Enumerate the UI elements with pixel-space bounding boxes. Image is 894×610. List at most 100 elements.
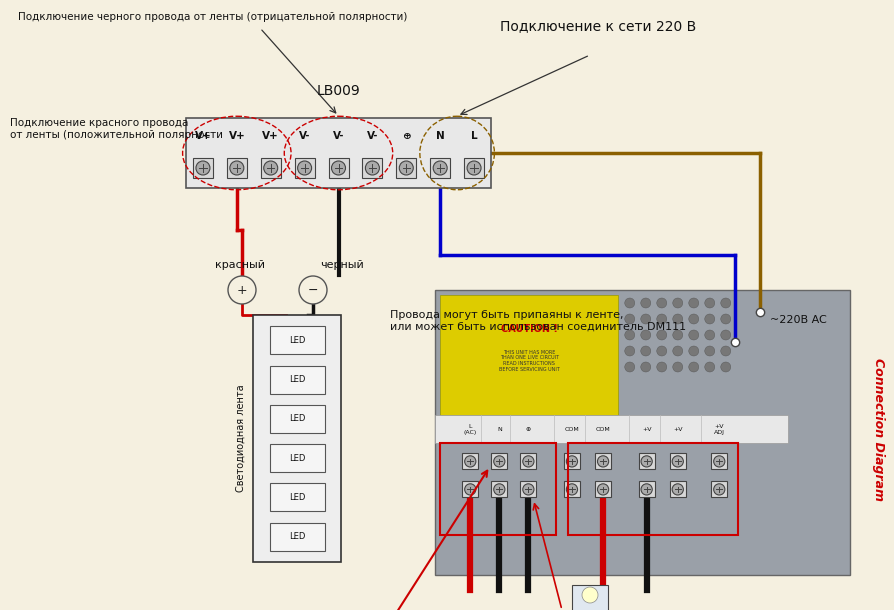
Bar bbox=[712, 453, 728, 470]
Text: ⊕: ⊕ bbox=[526, 427, 531, 432]
Bar bbox=[435, 415, 788, 443]
Text: Подключение красного провода
от ленты (положительной полярности: Подключение красного провода от ленты (п… bbox=[10, 118, 223, 140]
Circle shape bbox=[721, 314, 730, 324]
Text: Подключение к сети 220 В: Подключение к сети 220 В bbox=[500, 19, 696, 33]
Bar bbox=[295, 158, 315, 178]
Text: V+: V+ bbox=[262, 131, 279, 141]
Circle shape bbox=[688, 346, 699, 356]
Circle shape bbox=[625, 346, 635, 356]
Circle shape bbox=[625, 314, 635, 324]
Text: LED: LED bbox=[289, 454, 305, 462]
Bar bbox=[362, 158, 383, 178]
Circle shape bbox=[434, 161, 447, 175]
Circle shape bbox=[688, 330, 699, 340]
Bar bbox=[440, 443, 556, 534]
Circle shape bbox=[704, 298, 714, 308]
Text: V-: V- bbox=[367, 131, 378, 141]
Circle shape bbox=[641, 362, 651, 372]
Bar bbox=[670, 453, 686, 470]
Circle shape bbox=[688, 314, 699, 324]
Circle shape bbox=[673, 298, 683, 308]
Text: +: + bbox=[237, 284, 248, 296]
Bar bbox=[568, 443, 738, 534]
Circle shape bbox=[597, 484, 609, 495]
Text: ⊕: ⊕ bbox=[402, 131, 410, 141]
Text: черный: черный bbox=[320, 260, 364, 270]
Circle shape bbox=[582, 587, 598, 603]
Circle shape bbox=[597, 456, 609, 467]
Text: V-: V- bbox=[333, 131, 344, 141]
Circle shape bbox=[704, 314, 714, 324]
Text: COM: COM bbox=[595, 427, 611, 432]
Circle shape bbox=[230, 161, 244, 175]
Circle shape bbox=[567, 484, 578, 495]
Text: −: − bbox=[308, 284, 318, 296]
Bar bbox=[595, 453, 611, 470]
Text: +V
ADJ: +V ADJ bbox=[713, 424, 725, 435]
Circle shape bbox=[704, 346, 714, 356]
Circle shape bbox=[366, 161, 379, 175]
Circle shape bbox=[657, 362, 667, 372]
Text: THIS UNIT HAS MORE
THAN ONE LIVE CIRCUIT
READ INSTRUCTIONS
BEFORE SERVICING UNIT: THIS UNIT HAS MORE THAN ONE LIVE CIRCUIT… bbox=[499, 350, 560, 372]
Bar bbox=[464, 158, 484, 178]
Text: LED: LED bbox=[289, 336, 305, 345]
Circle shape bbox=[465, 484, 476, 495]
Bar bbox=[440, 295, 619, 415]
Circle shape bbox=[467, 161, 481, 175]
Bar bbox=[638, 481, 654, 497]
Text: CAUTION !: CAUTION ! bbox=[501, 323, 558, 334]
Circle shape bbox=[721, 362, 730, 372]
Circle shape bbox=[523, 456, 534, 467]
Bar bbox=[269, 365, 325, 393]
Circle shape bbox=[299, 276, 327, 304]
Circle shape bbox=[721, 298, 730, 308]
Circle shape bbox=[641, 484, 653, 495]
Text: Connection Diagram: Connection Diagram bbox=[872, 359, 884, 501]
Circle shape bbox=[673, 314, 683, 324]
Circle shape bbox=[704, 362, 714, 372]
Bar bbox=[520, 453, 536, 470]
Text: ~220В AC: ~220В AC bbox=[770, 315, 827, 325]
Bar bbox=[595, 481, 611, 497]
Circle shape bbox=[196, 161, 210, 175]
Text: LED: LED bbox=[289, 414, 305, 423]
Circle shape bbox=[672, 456, 683, 467]
Circle shape bbox=[673, 330, 683, 340]
Text: Светодиодная лента: Светодиодная лента bbox=[236, 385, 246, 492]
Bar bbox=[492, 453, 507, 470]
Circle shape bbox=[493, 484, 505, 495]
Circle shape bbox=[713, 484, 725, 495]
Bar bbox=[396, 158, 417, 178]
Bar bbox=[564, 481, 580, 497]
Bar bbox=[564, 453, 580, 470]
Circle shape bbox=[704, 330, 714, 340]
Bar bbox=[253, 315, 341, 562]
Circle shape bbox=[688, 362, 699, 372]
Text: L: L bbox=[471, 131, 477, 141]
Circle shape bbox=[673, 346, 683, 356]
Circle shape bbox=[298, 161, 312, 175]
Text: LED: LED bbox=[289, 375, 305, 384]
Circle shape bbox=[641, 314, 651, 324]
Circle shape bbox=[465, 456, 476, 467]
Text: LED: LED bbox=[289, 532, 305, 541]
Circle shape bbox=[493, 456, 505, 467]
Text: L
(AC): L (AC) bbox=[464, 424, 477, 435]
Circle shape bbox=[721, 330, 730, 340]
Bar bbox=[193, 158, 213, 178]
Circle shape bbox=[332, 161, 345, 175]
Bar bbox=[269, 405, 325, 433]
Text: LED: LED bbox=[289, 493, 305, 502]
Circle shape bbox=[657, 314, 667, 324]
Text: COM: COM bbox=[565, 427, 579, 432]
Circle shape bbox=[641, 456, 653, 467]
Circle shape bbox=[567, 456, 578, 467]
Text: +V: +V bbox=[673, 427, 682, 432]
Circle shape bbox=[657, 346, 667, 356]
Bar bbox=[227, 158, 247, 178]
Circle shape bbox=[688, 298, 699, 308]
Circle shape bbox=[713, 456, 725, 467]
Bar bbox=[572, 585, 608, 610]
Circle shape bbox=[657, 330, 667, 340]
Circle shape bbox=[400, 161, 413, 175]
